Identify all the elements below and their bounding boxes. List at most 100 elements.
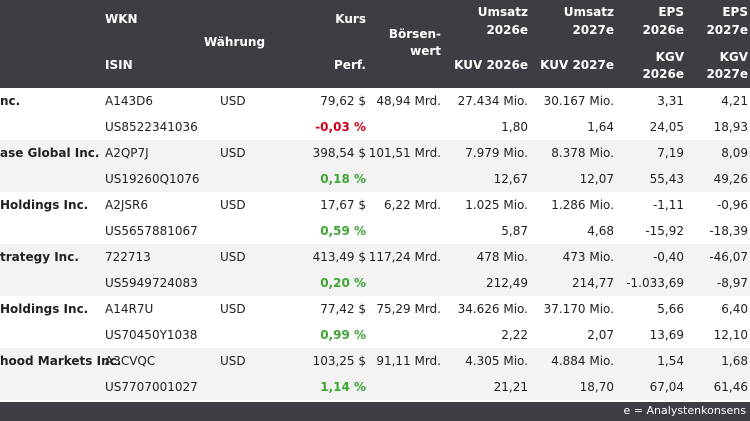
pe-2026-cell: 13,69: [649, 328, 684, 342]
isin-cell: US19260Q1076: [105, 172, 200, 186]
col-eps26-header-line1[interactable]: EPS: [658, 5, 684, 19]
performance-cell: -0,03 %: [315, 120, 366, 134]
currency-cell: USD: [220, 302, 246, 316]
currency-cell: USD: [220, 94, 246, 108]
performance-cell: 0,20 %: [320, 276, 366, 290]
price-cell: 103,25 $: [312, 354, 366, 368]
table-row[interactable]: trategy Inc. 722713 USD 413,49 $117,24 Mrd.…: [0, 244, 750, 296]
col-eps26-header-line2[interactable]: 2026e: [642, 23, 684, 37]
eps-2026-cell: -1,11: [652, 198, 684, 212]
col-mcap-header-line1[interactable]: Börsen-: [388, 27, 441, 41]
price-cell: 77,42 $: [320, 302, 366, 316]
wkn-cell: A14R7U: [105, 302, 154, 316]
pe-2026-cell: 67,04: [649, 380, 684, 394]
ps-2027-cell: 214,77: [572, 276, 614, 290]
pe-2026-cell: 55,43: [649, 172, 684, 186]
revenue-2026-cell: 7.979 Mio.: [465, 146, 528, 160]
currency-cell: USD: [220, 146, 246, 160]
col-currency-header[interactable]: Währung: [204, 35, 266, 49]
eps-2026-cell: 7,19: [657, 146, 684, 160]
col-eps27-header-line1[interactable]: EPS: [722, 5, 748, 19]
col-isin-header[interactable]: ISIN: [105, 58, 133, 72]
price-cell: 79,62 $: [320, 94, 366, 108]
wkn-cell: A3CVQC: [105, 354, 156, 368]
eps-2027-cell: 1,68: [721, 354, 748, 368]
eps-2027-cell: 6,40: [721, 302, 748, 316]
isin-cell: US8522341036: [105, 120, 198, 134]
wkn-cell: A2QP7J: [105, 146, 149, 160]
isin-cell: US5949724083: [105, 276, 198, 290]
isin-cell: US5657881067: [105, 224, 198, 238]
performance-cell: 0,18 %: [320, 172, 366, 186]
col-eps27-header-line2[interactable]: 2027e: [706, 23, 748, 37]
col-rev26-header-line2[interactable]: 2026e: [486, 23, 528, 37]
pe-2027-cell: -8,97: [716, 276, 748, 290]
col-mcap-header-line2[interactable]: wert: [410, 44, 441, 58]
company-name[interactable]: ase Global Inc.: [0, 146, 100, 160]
isin-cell: US70450Y1038: [105, 328, 198, 342]
col-pe26-header-line2[interactable]: 2026e: [642, 67, 684, 81]
price-cell: 398,54 $: [312, 146, 366, 160]
ps-2026-cell: 21,21: [493, 380, 528, 394]
company-name[interactable]: Holdings Inc.: [0, 302, 89, 316]
ps-2026-cell: 2,22: [501, 328, 528, 342]
col-perf-header[interactable]: Perf.: [334, 58, 366, 72]
currency-cell: USD: [220, 250, 246, 264]
revenue-2027-cell: 8.378 Mio.: [551, 146, 614, 160]
col-rev26-header-line1[interactable]: Umsatz: [477, 5, 528, 19]
company-name[interactable]: nc.: [0, 94, 21, 108]
col-price-header[interactable]: Kurs: [335, 12, 366, 26]
pe-2026-cell: -1.033,69: [626, 276, 684, 290]
revenue-2026-cell: 27.434 Mio.: [457, 94, 528, 108]
table-row[interactable]: ase Global Inc. A2QP7J USD 398,54 $101,51 M…: [0, 140, 750, 192]
ps-2026-cell: 212,49: [486, 276, 528, 290]
col-ps26-header[interactable]: KUV 2026e: [454, 58, 528, 72]
col-pe26-header-line1[interactable]: KGV: [655, 50, 684, 64]
ps-2026-cell: 1,80: [501, 120, 528, 134]
revenue-2027-cell: 1.286 Mio.: [551, 198, 614, 212]
market-cap-cell: 91,11 Mrd.: [376, 354, 441, 368]
eps-2027-cell: -46,07: [709, 250, 748, 264]
ps-2027-cell: 12,07: [579, 172, 614, 186]
eps-2026-cell: 5,66: [657, 302, 684, 316]
footer-note: e = Analystenkonsens: [623, 404, 746, 417]
col-pe27-header-line2[interactable]: 2027e: [706, 67, 748, 81]
col-pe27-header-line1[interactable]: KGV: [719, 50, 748, 64]
wkn-cell: A143D6: [105, 94, 153, 108]
pe-2027-cell: 49,26: [713, 172, 748, 186]
ps-2027-cell: 2,07: [587, 328, 614, 342]
wkn-cell: 722713: [105, 250, 151, 264]
pe-2027-cell: 12,10: [713, 328, 748, 342]
currency-cell: USD: [220, 198, 246, 212]
market-cap-cell: 48,94 Mrd.: [376, 94, 441, 108]
footer-bar: e = Analystenkonsens: [0, 402, 750, 421]
revenue-2027-cell: 4.884 Mio.: [551, 354, 614, 368]
eps-2027-cell: -0,96: [716, 198, 748, 212]
table-row[interactable]: Holdings Inc. A2JSR6 USD 17,67 $ 6,22 Mrd. 1.…: [0, 192, 750, 244]
market-cap-cell: 75,29 Mrd.: [376, 302, 441, 316]
eps-2026-cell: -0,40: [652, 250, 684, 264]
col-ps27-header[interactable]: KUV 2027e: [540, 58, 614, 72]
wkn-cell: A2JSR6: [105, 198, 148, 212]
pe-2026-cell: -15,92: [645, 224, 684, 238]
table-row[interactable]: nc. A143D6 USD 79,62 $ 48,94 Mrd. 27.434 Mio.…: [0, 88, 750, 140]
eps-2026-cell: 3,31: [657, 94, 684, 108]
company-name[interactable]: Holdings Inc.: [0, 198, 89, 212]
isin-cell: US7707001027: [105, 380, 198, 394]
revenue-2026-cell: 34.626 Mio.: [457, 302, 528, 316]
ps-2027-cell: 18,70: [579, 380, 614, 394]
table-row[interactable]: hood Markets Inc. A3CVQC USD 103,25 $ 91,11 …: [0, 348, 750, 400]
ps-2026-cell: 12,67: [493, 172, 528, 186]
company-name[interactable]: hood Markets Inc.: [0, 354, 122, 368]
market-cap-cell: 6,22 Mrd.: [383, 198, 441, 212]
performance-cell: 0,99 %: [320, 328, 366, 342]
pe-2027-cell: 18,93: [713, 120, 748, 134]
col-rev27-header-line2[interactable]: 2027e: [572, 23, 614, 37]
col-rev27-header-line1[interactable]: Umsatz: [563, 5, 614, 19]
table-row[interactable]: Holdings Inc. A14R7U USD 77,42 $ 75,29 Mrd. 3…: [0, 296, 750, 348]
col-wkn-header[interactable]: WKN: [105, 12, 138, 26]
ps-2027-cell: 4,68: [587, 224, 614, 238]
ps-2027-cell: 1,64: [587, 120, 614, 134]
company-name[interactable]: trategy Inc.: [0, 250, 79, 264]
revenue-2026-cell: 4.305 Mio.: [465, 354, 528, 368]
